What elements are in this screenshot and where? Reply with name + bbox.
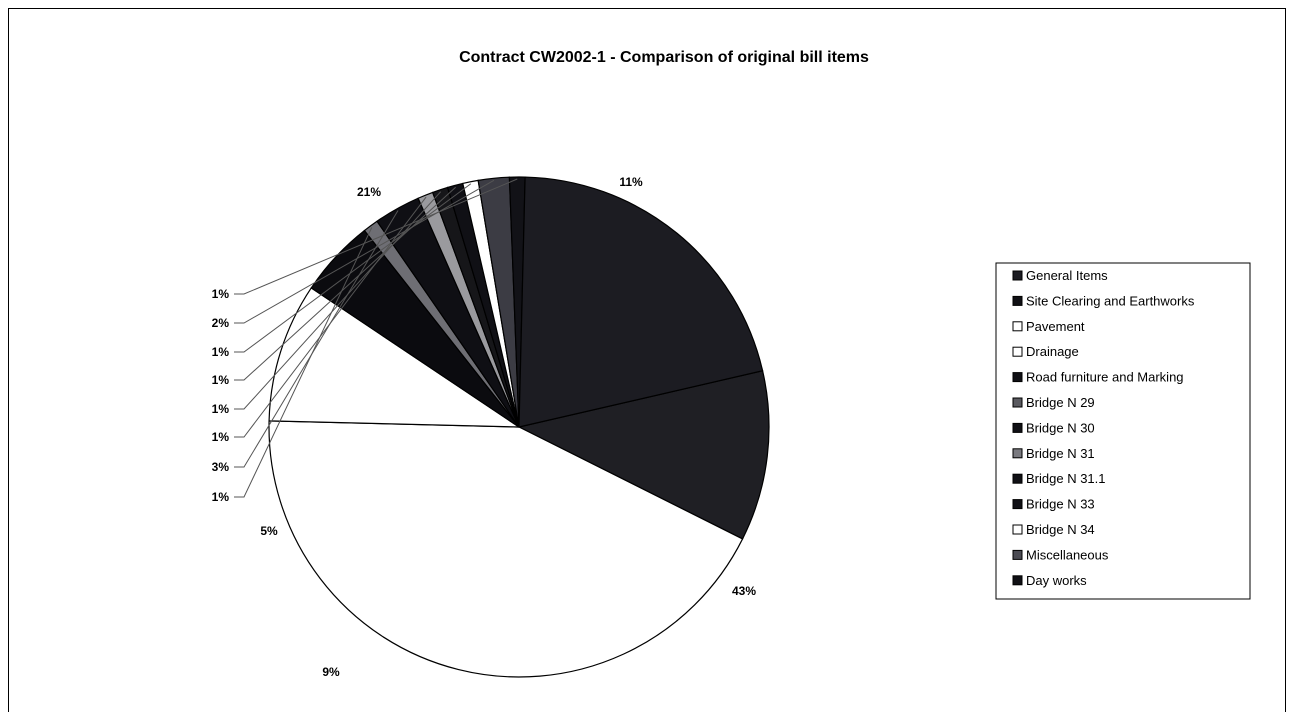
- data-label-bridge-n-31-1: 1%: [212, 373, 230, 387]
- legend-label: Bridge N 31.1: [1026, 471, 1106, 486]
- legend-label: Site Clearing and Earthworks: [1026, 293, 1195, 308]
- legend-label: Bridge N 31: [1026, 446, 1095, 461]
- chart-title: Contract CW2002-1 - Comparison of origin…: [459, 49, 869, 66]
- data-label-day-works: 21%: [357, 185, 381, 199]
- data-label-bridge-n-33: 1%: [212, 345, 230, 359]
- legend-label: Road furniture and Marking: [1026, 370, 1184, 385]
- pie-chart: Contract CW2002-1 - Comparison of origin…: [212, 49, 1251, 679]
- legend-label: Drainage: [1026, 344, 1079, 359]
- data-label-drainage: 5%: [260, 524, 278, 538]
- legend-label: General Items: [1026, 268, 1108, 283]
- data-label-bridge-n-30: 1%: [212, 430, 230, 444]
- legend-swatch: [1012, 499, 1023, 510]
- data-label-road-furniture-and-marking: 1%: [212, 490, 230, 504]
- legend-label: Day works: [1026, 573, 1087, 588]
- legend-label: Miscellaneous: [1026, 547, 1109, 562]
- leader-line: [234, 183, 472, 353]
- data-label-bridge-n-31: 1%: [212, 402, 230, 416]
- legend-label: Bridge N 29: [1026, 395, 1095, 410]
- legend: General Items Site Clearing and Earthwork…: [995, 262, 1251, 600]
- pie-slice-pavement: [268, 287, 522, 428]
- legend-swatch: [1012, 295, 1023, 306]
- pie-slice-day-works: [518, 176, 764, 428]
- data-label-miscellaneous: 1%: [212, 287, 230, 301]
- legend-swatch: [1012, 473, 1023, 484]
- data-label-general-items: 11%: [619, 175, 643, 189]
- legend-swatch: [1012, 321, 1023, 332]
- legend-label: Bridge N 30: [1026, 420, 1095, 435]
- leader-line: [234, 178, 518, 295]
- legend-swatch: [1012, 575, 1023, 586]
- legend-swatch: [1012, 270, 1023, 281]
- leader-line: [234, 196, 427, 438]
- legend-swatch: [1012, 346, 1023, 357]
- data-label-site-clearing-and-earthworks: 43%: [732, 584, 756, 598]
- legend-label: Bridge N 34: [1026, 522, 1095, 537]
- leader-line: [234, 179, 495, 324]
- chart-frame: Contract CW2002-1 - Comparison of origin…: [8, 8, 1286, 712]
- leader-line: [234, 191, 442, 410]
- legend-swatch: [1012, 397, 1023, 408]
- legend-swatch: [1012, 524, 1023, 535]
- pie-slices: [268, 176, 770, 678]
- leader-line: [234, 227, 373, 498]
- leader-line: [234, 186, 456, 381]
- data-label-bridge-n-34: 2%: [212, 316, 230, 330]
- legend-box: [995, 262, 1251, 600]
- data-label-pavement: 9%: [322, 665, 340, 679]
- legend-swatch: [1012, 422, 1023, 433]
- legend-label: Pavement: [1026, 319, 1085, 334]
- legend-swatch: [1012, 549, 1023, 560]
- legend-label: Bridge N 33: [1026, 497, 1095, 512]
- pie-data-labels: 11% 43% 9% 5% 1% 3% 1% 1% 1% 1% 2% 1% 21%: [212, 175, 757, 679]
- legend-swatch: [1012, 448, 1023, 459]
- legend-swatch: [1012, 372, 1023, 383]
- pie-slice-site-clearing-and-earthworks: [268, 420, 744, 678]
- data-label-bridge-n-29: 3%: [212, 460, 230, 474]
